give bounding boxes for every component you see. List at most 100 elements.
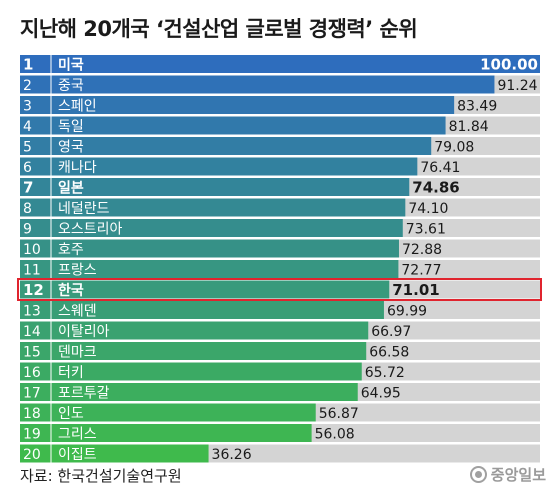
bar-row: 15 덴마크 66.58: [20, 342, 540, 361]
value-label: 71.01: [392, 281, 439, 299]
bar-row: 8 네덜란드 74.10: [20, 198, 540, 217]
value-label: 66.97: [371, 324, 411, 340]
country-label: 캐나다: [58, 160, 97, 176]
bar-row: 19 그리스 56.08: [20, 424, 540, 443]
rank-label: 9: [23, 222, 32, 238]
value-label: 56.87: [319, 406, 359, 422]
bar: [20, 96, 455, 114]
rank-label: 12: [23, 281, 44, 299]
bar-row: 12 한국 71.01: [20, 280, 540, 299]
bar: [20, 55, 540, 73]
country-label: 인도: [58, 406, 84, 422]
country-label: 오스트리아: [58, 222, 123, 238]
bar-row: 18 인도 56.87: [20, 403, 540, 422]
value-label: 56.08: [315, 427, 355, 443]
country-label: 포르투갈: [58, 386, 110, 402]
bar-row: 16 터키 65.72: [20, 362, 540, 381]
country-label: 한국: [58, 283, 84, 299]
bar: [20, 178, 410, 196]
bar: [20, 75, 495, 94]
rank-label: 1: [23, 56, 33, 74]
bar: [20, 157, 418, 176]
country-label: 스웨덴: [58, 304, 97, 320]
value-label: 73.61: [406, 222, 446, 238]
rank-label: 16: [23, 365, 41, 381]
value-label: 76.41: [420, 160, 460, 176]
rank-label: 15: [23, 345, 41, 361]
value-label: 91.24: [497, 78, 537, 94]
rank-label: 5: [23, 140, 32, 156]
value-label: 83.49: [457, 99, 497, 115]
bar-row: 5 영국 79.08: [20, 137, 540, 156]
country-label: 영국: [58, 140, 84, 156]
bar: [20, 444, 209, 463]
bar-row: 17 포르투갈 64.95: [20, 383, 540, 402]
bar: [20, 116, 446, 135]
value-label: 79.08: [434, 140, 474, 156]
chart-title: 지난해 20개국 ‘건설산업 글로벌 경쟁력’ 순위: [20, 17, 418, 41]
bar-row: 20 이집트 36.26: [20, 444, 540, 463]
value-label: 74.10: [408, 201, 448, 217]
rank-label: 3: [23, 99, 32, 115]
rank-label: 10: [23, 242, 41, 258]
bar: [20, 383, 358, 401]
bar: [20, 342, 367, 360]
country-label: 프랑스: [58, 263, 97, 279]
rank-label: 11: [23, 263, 41, 279]
value-label: 65.72: [365, 365, 405, 381]
brand-logo-icon: [469, 466, 487, 483]
bar-row: 11 프랑스 72.77: [20, 260, 540, 279]
value-label: 36.26: [212, 447, 252, 463]
bar-row: 10 호주 72.88: [20, 239, 540, 258]
value-label: 74.86: [412, 179, 459, 197]
rank-label: 19: [23, 427, 41, 443]
bar-row: 3 스페인 83.49: [20, 96, 540, 115]
bar-row: 2 중국 91.24: [20, 75, 540, 94]
bar: [20, 239, 399, 258]
country-label: 중국: [58, 78, 84, 94]
rank-label: 14: [23, 324, 41, 340]
rank-label: 17: [23, 386, 41, 402]
value-label: 69.99: [387, 304, 427, 320]
brand-name: 중앙일보: [490, 466, 546, 484]
country-label: 이탈리아: [58, 324, 110, 340]
bar-row: 14 이탈리아 66.97: [20, 321, 540, 340]
source-note: 자료: 한국건설기술연구원: [20, 467, 182, 485]
country-label: 미국: [58, 58, 84, 74]
bar-row: 6 캐나다 76.41: [20, 157, 540, 176]
country-label: 독일: [58, 119, 84, 135]
bar: [20, 321, 369, 340]
bar-row: 1 미국 100.00: [20, 55, 540, 74]
value-label: 81.84: [449, 119, 489, 135]
bar: [20, 301, 384, 319]
value-label: 72.88: [402, 242, 442, 258]
rank-label: 18: [23, 406, 41, 422]
value-label: 64.95: [361, 386, 401, 402]
rank-label: 2: [23, 78, 32, 94]
country-label: 이집트: [58, 447, 97, 463]
bar: [20, 198, 406, 217]
country-label: 덴마크: [58, 345, 97, 361]
bar: [20, 424, 312, 442]
rank-label: 6: [23, 160, 32, 176]
value-label: 72.77: [401, 263, 441, 279]
bar-row: 4 독일 81.84: [20, 116, 540, 135]
rank-label: 13: [23, 304, 41, 320]
country-label: 스페인: [58, 99, 97, 115]
brand-mark: 중앙일보: [469, 464, 546, 485]
country-label: 터키: [58, 365, 84, 381]
bar: [20, 362, 362, 381]
bar: [20, 137, 432, 155]
bar: [20, 403, 316, 422]
country-label: 호주: [58, 242, 84, 258]
country-label: 네덜란드: [58, 201, 110, 217]
bar-row: 9 오스트리아 73.61: [20, 219, 540, 238]
bar: [20, 260, 399, 278]
country-label: 그리스: [58, 427, 97, 443]
bar-row: 13 스웨덴 69.99: [20, 301, 540, 320]
bar: [20, 280, 390, 299]
rank-label: 8: [23, 201, 32, 217]
bar: [20, 219, 403, 237]
value-label: 100.00: [480, 56, 538, 74]
